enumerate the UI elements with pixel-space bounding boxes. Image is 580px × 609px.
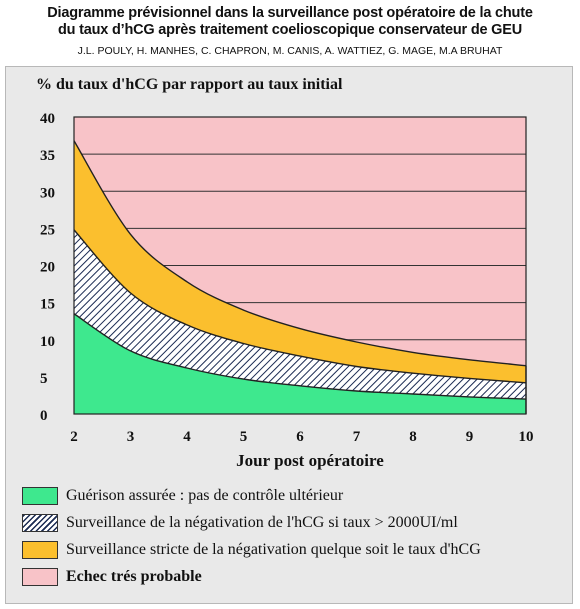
- chart-title-line2: du taux d’hCG après traitement coeliosco…: [57, 22, 522, 38]
- x-axis-label: Jour post opératoire: [236, 451, 384, 470]
- x-tick-label: 4: [183, 429, 191, 445]
- legend-label: Surveillance stricte de la négativation …: [66, 541, 481, 558]
- y-tick-label: 20: [40, 260, 55, 276]
- legend-swatch-hatch: [22, 514, 58, 532]
- y-tick-label: 25: [40, 222, 55, 238]
- x-tick-label: 3: [127, 429, 135, 445]
- area-guerison-assuree: [74, 313, 526, 414]
- legend-label: Surveillance de la négativation de l'hCG…: [66, 514, 458, 531]
- area-surveillance-negativation: [74, 229, 526, 400]
- x-tick-label: 9: [466, 429, 474, 445]
- boundary-line-hatch-top: [73, 229, 527, 384]
- x-tick-label: 8: [409, 429, 417, 445]
- legend-label: Guérison assurée : pas de contrôle ultér…: [66, 487, 344, 504]
- legend-swatch-green: [22, 487, 58, 505]
- x-tick-label: 10: [519, 429, 534, 445]
- boundary-line-orange-top: [73, 140, 527, 367]
- y-tick-label: 35: [40, 148, 55, 164]
- legend-swatch-orange: [22, 541, 58, 559]
- area-surveillance-stricte: [74, 140, 526, 383]
- chart-title-line1: Diagramme prévisionnel dans la surveilla…: [47, 5, 533, 21]
- legend-item-guerison: Guérison assurée : pas de contrôle ultér…: [22, 486, 343, 506]
- legend-item-stricte: Surveillance stricte de la négativation …: [22, 540, 481, 560]
- x-tick-label: 2: [70, 429, 78, 445]
- x-tick-label: 6: [296, 429, 304, 445]
- legend-label: Echec trés probable: [66, 568, 202, 585]
- legend-swatch-pink: [22, 568, 58, 586]
- boundary-line-green-top: [73, 313, 527, 400]
- x-tick-label: 7: [353, 429, 361, 445]
- y-tick-label: 10: [40, 334, 55, 350]
- y-tick-label: 5: [40, 371, 48, 387]
- chart-authors: J.L. POULY, H. MANHES, C. CHAPRON, M. CA…: [77, 45, 503, 57]
- legend-item-negativation: Surveillance de la négativation de l'hCG…: [22, 513, 458, 533]
- y-tick-label: 15: [40, 297, 55, 313]
- y-tick-label: 0: [40, 408, 48, 424]
- y-axis-ticks: 0 5 10 15 20 25 30 35 40: [40, 111, 55, 424]
- boundary-lines: [73, 140, 527, 414]
- y-axis-label: % du taux d'hCG par rapport au taux init…: [36, 76, 343, 93]
- x-axis-ticks: 2 3 4 5 6 7 8 9 10: [70, 429, 533, 445]
- y-tick-label: 40: [40, 111, 55, 127]
- y-tick-label: 30: [40, 185, 55, 201]
- plot-frame: [73, 116, 527, 415]
- legend-item-echec: Echec trés probable: [22, 567, 202, 587]
- x-tick-label: 5: [240, 429, 248, 445]
